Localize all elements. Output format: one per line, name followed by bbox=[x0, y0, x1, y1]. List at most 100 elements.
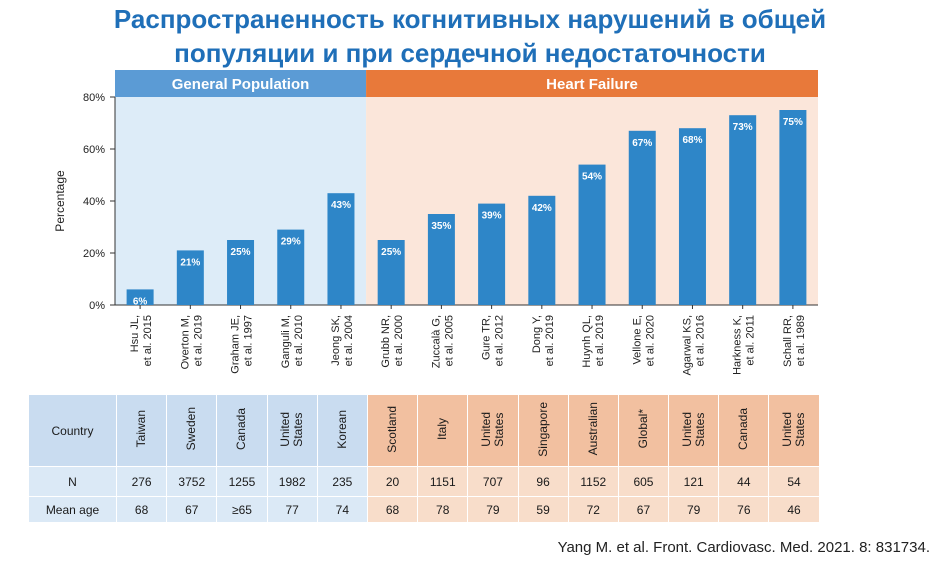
table-cell: 79 bbox=[467, 496, 519, 523]
bar bbox=[628, 130, 656, 305]
table-cell: United States bbox=[266, 394, 318, 467]
y-tick-label: 80% bbox=[83, 92, 105, 104]
table-cell: 1152 bbox=[567, 466, 619, 497]
table-cell: 1151 bbox=[417, 466, 469, 497]
bar-value-label: 73% bbox=[733, 122, 753, 133]
title-line-2: популяции и при сердечной недостаточност… bbox=[174, 38, 766, 68]
table-cell: 68 bbox=[366, 496, 419, 523]
table-cell: 67 bbox=[617, 496, 670, 523]
bar-chart: General Population Heart Failure 0% 20% 40% 6… bbox=[53, 70, 818, 376]
table-cell: Canada bbox=[216, 394, 268, 467]
row-label: Mean age bbox=[28, 496, 117, 523]
table-cell: ≥65 bbox=[216, 496, 268, 523]
table-cell: Korean bbox=[316, 394, 368, 467]
x-tick-label: Graham JE,et al. 1997 bbox=[230, 315, 255, 374]
table-cell: Singapore bbox=[517, 394, 569, 467]
bar bbox=[578, 164, 606, 305]
x-tick-label: Vellone E,et al. 2020 bbox=[631, 315, 656, 366]
table-cell: 79 bbox=[668, 496, 720, 523]
group-header-label: General Population bbox=[172, 76, 310, 93]
bar-value-label: 67% bbox=[632, 138, 652, 149]
bar-value-label: 68% bbox=[682, 135, 702, 146]
table-cell: Global* bbox=[617, 394, 670, 467]
x-tick-label: Ganguli M,et al. 2010 bbox=[280, 315, 305, 368]
table-cell: Sweden bbox=[166, 394, 218, 467]
table-cell: 3752 bbox=[166, 466, 218, 497]
x-tick-label: Schall RR,et al. 1989 bbox=[782, 315, 807, 367]
y-axis-label: Percentage bbox=[53, 170, 67, 232]
country-row: Country Taiwan Sweden Canada United States Ko… bbox=[28, 394, 820, 467]
table-cell: 1982 bbox=[266, 466, 318, 497]
bar-value-label: 54% bbox=[582, 172, 602, 183]
group-header-label: Heart Failure bbox=[546, 76, 638, 93]
bar bbox=[678, 128, 706, 305]
bar bbox=[528, 195, 556, 305]
study-table: Country Taiwan Sweden Canada United States Ko… bbox=[28, 394, 820, 523]
row-label: Country bbox=[28, 394, 117, 467]
table-cell: Taiwan bbox=[115, 394, 168, 467]
table-cell: United States bbox=[668, 394, 720, 467]
x-tick-label: Grubb NR,et al. 2000 bbox=[380, 315, 405, 368]
table-cell: 1255 bbox=[216, 466, 268, 497]
bar bbox=[377, 240, 405, 305]
table-cell: 67 bbox=[166, 496, 218, 523]
x-tick-label: Huynh QL,et al. 2019 bbox=[581, 315, 606, 368]
table-cell: 44 bbox=[718, 466, 770, 497]
table-cell: 96 bbox=[517, 466, 569, 497]
bar bbox=[327, 193, 355, 305]
table-cell: 707 bbox=[467, 466, 519, 497]
bar-value-label: 42% bbox=[532, 203, 552, 214]
table-cell: 68 bbox=[115, 496, 168, 523]
group-header-band bbox=[115, 70, 367, 97]
bar-value-label: 25% bbox=[231, 247, 251, 258]
bar-value-label: 21% bbox=[180, 257, 200, 268]
table-cell: 72 bbox=[567, 496, 619, 523]
table-cell: Italy bbox=[417, 394, 469, 467]
row-label: N bbox=[28, 466, 117, 497]
table-cell: 121 bbox=[668, 466, 720, 497]
group-header-band bbox=[366, 70, 818, 97]
bar-value-label: 43% bbox=[331, 200, 351, 211]
bar bbox=[729, 115, 757, 305]
y-tick-label: 0% bbox=[89, 300, 105, 312]
table-cell: 46 bbox=[768, 496, 820, 523]
bar-value-label: 75% bbox=[783, 117, 803, 128]
table-cell: 77 bbox=[266, 496, 318, 523]
citation: Yang M. et al. Front. Cardiovasc. Med. 2… bbox=[557, 539, 930, 556]
bar bbox=[478, 203, 506, 305]
y-tick-label: 20% bbox=[83, 248, 105, 260]
slide-title: Распространенность когнитивных нарушений… bbox=[0, 2, 940, 70]
table-cell: 20 bbox=[366, 466, 419, 497]
bar bbox=[176, 250, 204, 305]
table-cell: 76 bbox=[718, 496, 770, 523]
bar bbox=[126, 289, 154, 305]
bar bbox=[779, 110, 807, 305]
bar-value-label: 29% bbox=[281, 237, 301, 248]
x-tick-label: Overton M,et al. 2019 bbox=[179, 315, 204, 369]
table-cell: 74 bbox=[316, 496, 368, 523]
table-cell: Australian bbox=[567, 394, 619, 467]
y-tick-label: 40% bbox=[83, 196, 105, 208]
table-cell: 276 bbox=[115, 466, 168, 497]
bar-value-label: 25% bbox=[381, 247, 401, 258]
table-cell: Canada bbox=[718, 394, 770, 467]
table-cell: 235 bbox=[316, 466, 368, 497]
mean-age-row: Mean age 68 67 ≥65 77 74 68 78 79 59 72 67 79 76 46 bbox=[28, 496, 820, 523]
x-tick-label: Gure TR,et al. 2012 bbox=[481, 315, 506, 366]
table-cell: 54 bbox=[768, 466, 820, 497]
x-tick-label: Hsu JL,et al. 2015 bbox=[129, 315, 154, 366]
bar bbox=[227, 240, 255, 305]
table-cell: 59 bbox=[517, 496, 569, 523]
table-cell: Scotland bbox=[366, 394, 419, 467]
bar bbox=[277, 229, 305, 305]
title-line-1: Распространенность когнитивных нарушений… bbox=[113, 4, 827, 34]
table-cell: United States bbox=[467, 394, 519, 467]
x-tick-label: Harkness K,et al. 2011 bbox=[732, 315, 757, 375]
y-tick-label: 60% bbox=[83, 144, 105, 156]
table-cell: 605 bbox=[617, 466, 670, 497]
x-tick-label: Jeong SK,et al. 2004 bbox=[330, 315, 355, 366]
n-row: N 276 3752 1255 1982 235 20 1151 707 96 1152 605 121… bbox=[28, 466, 820, 497]
bar-value-label: 6% bbox=[133, 296, 148, 307]
bar-value-label: 39% bbox=[482, 211, 502, 222]
bar bbox=[427, 214, 455, 305]
